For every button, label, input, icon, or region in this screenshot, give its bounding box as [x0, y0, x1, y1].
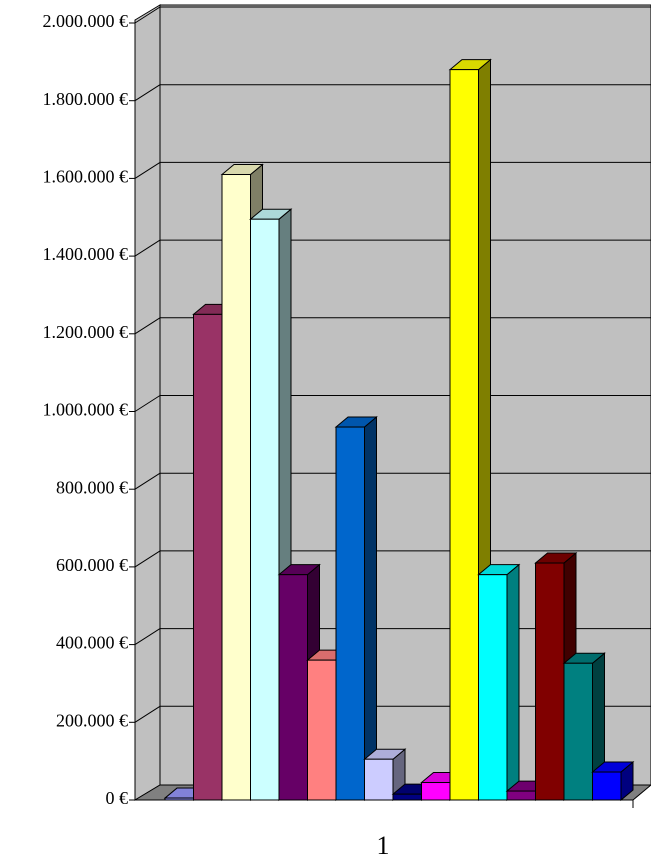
y-tick-label: 600.000 € [56, 555, 128, 575]
bar-front [250, 218, 280, 801]
y-tick-label: 2.000.000 € [43, 11, 129, 31]
x-tick-label: 1 [377, 831, 390, 860]
bar-side-shade [364, 417, 377, 800]
grid-line [134, 161, 161, 179]
bar-front [449, 69, 479, 801]
bar [334, 415, 378, 802]
y-tick-label: 1.000.000 € [43, 400, 129, 420]
bar-top-shade [564, 653, 605, 664]
bar-front [592, 771, 622, 801]
y-tick-label: 1.800.000 € [43, 89, 129, 109]
grid-line [134, 472, 161, 490]
y-tick-label: 1.400.000 € [43, 244, 129, 264]
y-tick-label: 0 € [106, 788, 129, 808]
bar-top-shade [279, 564, 320, 575]
y-tick-label: 800.000 € [56, 477, 128, 497]
y-tick-label: 1.200.000 € [43, 322, 129, 342]
bar-front [364, 758, 394, 801]
grid-line [134, 6, 161, 24]
grid-line [134, 239, 161, 257]
bar-top-shade [478, 564, 519, 575]
bar [591, 760, 635, 802]
bar-top-shade [535, 553, 576, 564]
y-tick-label: 200.000 € [56, 710, 128, 730]
grid-line [134, 628, 161, 646]
bar-front [193, 313, 223, 801]
bar-top-shade [450, 59, 491, 70]
bar-top-shade [364, 749, 405, 760]
bar-front [478, 574, 508, 801]
grid-line [134, 395, 161, 412]
bar-top-shade [250, 209, 291, 220]
grid-line [134, 84, 161, 102]
bar-top-shade [336, 417, 377, 428]
grid-line [134, 705, 161, 723]
bar-side-shade [592, 653, 605, 800]
bar-front [221, 174, 251, 801]
grid-line [134, 317, 161, 335]
bar [477, 563, 521, 802]
bar-front [307, 659, 337, 801]
bar-front [335, 426, 365, 801]
side-wall [134, 4, 161, 801]
bar-side-shade [621, 762, 633, 800]
bar-top-shade [592, 762, 633, 773]
bars [163, 58, 635, 802]
bar-front [506, 790, 536, 801]
bar-front [392, 793, 422, 801]
bar-side-shade [507, 564, 519, 800]
bar-front [535, 562, 565, 801]
y-tick-label: 400.000 € [56, 633, 128, 653]
bar-front [563, 662, 593, 801]
y-tick-label: 1.600.000 € [43, 167, 129, 187]
grid-line [134, 550, 161, 568]
bar-front [278, 574, 308, 801]
bar-top-shade [222, 164, 263, 175]
bar-front [421, 782, 451, 801]
